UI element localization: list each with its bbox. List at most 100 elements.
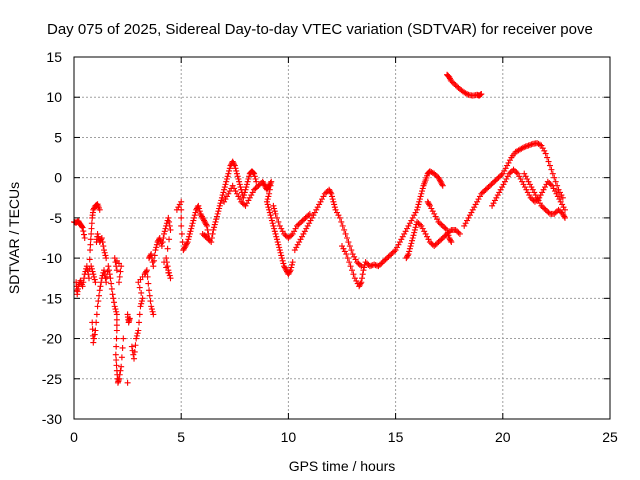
data-point (411, 226, 418, 233)
data-point-fill (511, 150, 518, 157)
data-point-fill (382, 256, 389, 263)
data-point (519, 178, 526, 185)
data-point-fill (539, 204, 546, 211)
data-point-fill (93, 201, 100, 208)
data-point-fill (501, 167, 508, 174)
axes: 0 5 10 15 20 25 15 10 5 0 -5 -10 -15 -20 -25 -30 (42, 49, 618, 445)
data-point-fill (404, 252, 411, 259)
data-point-fill (209, 230, 216, 237)
data-point (201, 218, 208, 225)
data-point (401, 230, 408, 237)
data-point-fill (136, 319, 143, 326)
data-point-fill (301, 216, 308, 223)
data-point-fill (111, 299, 118, 306)
data-point (203, 235, 210, 241)
data-point-fill (74, 285, 81, 292)
data-point-fill (535, 140, 542, 147)
data-point-fill (303, 213, 310, 220)
x-tick-label: 25 (602, 429, 618, 445)
data-point-fill (226, 167, 233, 174)
data-point-fill (80, 228, 87, 235)
data-point (555, 186, 562, 193)
data-point-fill (134, 330, 141, 337)
data-point-fill (359, 271, 366, 278)
data-point (103, 279, 110, 286)
data-point (501, 178, 508, 185)
data-point (482, 186, 489, 193)
data-point (555, 206, 562, 213)
data-point-fill (558, 192, 565, 199)
data-point (167, 226, 174, 233)
data-point-fill (350, 271, 357, 278)
data-point (266, 190, 273, 197)
data-point-fill (126, 316, 133, 323)
data-point-fill (190, 217, 197, 224)
data-point-fill (356, 261, 363, 268)
data-point-fill (494, 176, 501, 183)
data-point (491, 178, 498, 185)
data-point-fill (279, 257, 286, 264)
data-point-fill (286, 233, 293, 240)
data-point (107, 275, 114, 282)
data-point (448, 78, 455, 85)
data-point-fill (243, 181, 250, 188)
data-point (422, 230, 429, 237)
y-tick-label: 0 (54, 170, 62, 186)
data-point (289, 259, 296, 266)
data-point-fill (314, 204, 321, 211)
data-point-fill (454, 228, 461, 235)
data-point-fill (536, 200, 543, 207)
data-point-fill (112, 259, 119, 266)
data-point-fill (364, 260, 371, 267)
data-point-fill (546, 180, 553, 187)
data-point-fill (233, 167, 240, 174)
data-point-fill (273, 236, 280, 243)
data-point-fill (144, 273, 151, 280)
data-point-fill (288, 261, 295, 268)
data-point-fill (282, 265, 289, 272)
data-point-fill (526, 192, 533, 199)
data-point-fill (226, 165, 233, 172)
data-point (478, 190, 485, 197)
data-point (332, 206, 339, 213)
data-point-fill (344, 235, 351, 241)
data-point-fill (428, 205, 435, 212)
data-point-fill (189, 220, 196, 227)
data-point-fill (246, 173, 253, 180)
data-point-fill (436, 220, 443, 227)
data-point-fill (548, 166, 555, 173)
data-point-fill (188, 225, 195, 232)
data-point-fill (116, 273, 123, 280)
data-point-fill (541, 184, 548, 191)
data-point-fill (196, 205, 203, 212)
data-point-fill (89, 268, 96, 275)
data-point-fill (158, 240, 165, 247)
data-point-fill (539, 189, 546, 196)
y-tick-label: -15 (42, 290, 62, 306)
data-point (439, 182, 446, 189)
data-point-fill (241, 201, 248, 208)
data-point (424, 198, 431, 205)
data-point-fill (556, 189, 563, 196)
y-tick-label: 15 (46, 49, 62, 65)
data-point (302, 214, 309, 221)
data-point (281, 263, 288, 270)
data-point-fill (485, 184, 492, 191)
data-point-fill (234, 173, 241, 180)
data-point-fill (340, 245, 347, 252)
data-point-fill (541, 205, 548, 212)
data-point-fill (429, 208, 436, 215)
data-point-fill (545, 209, 552, 216)
data-point-fill (78, 222, 85, 229)
data-point-fill (88, 265, 95, 272)
data-point-fill (282, 232, 289, 239)
data-point-fill (76, 219, 83, 226)
data-point-fill (481, 188, 488, 195)
data-point (186, 230, 193, 237)
data-point (94, 303, 101, 310)
data-point-fill (442, 225, 449, 232)
data-point (221, 186, 228, 193)
data-point (321, 190, 328, 197)
data-point-fill (218, 197, 225, 204)
data-point (236, 178, 243, 185)
